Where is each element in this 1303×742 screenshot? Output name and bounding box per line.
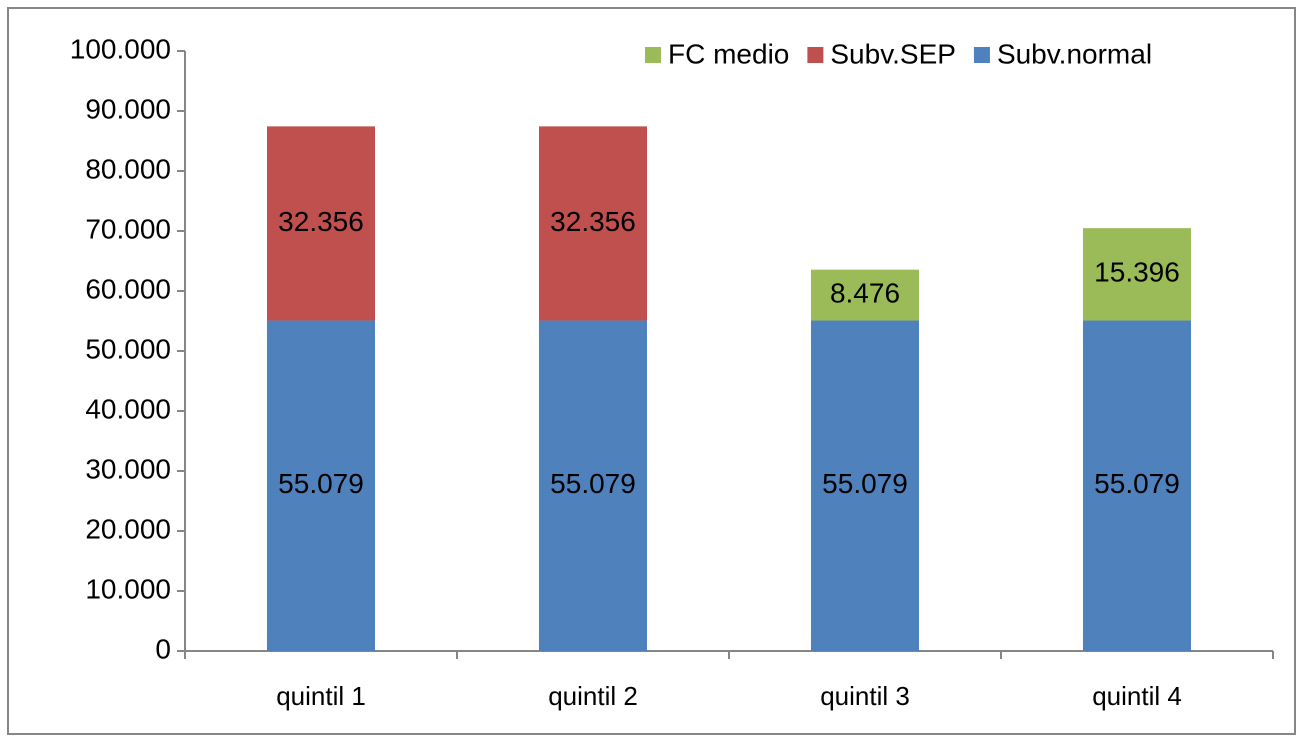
x-tick-label: quintil 4 (1092, 681, 1182, 711)
chart-border (7, 7, 1296, 735)
data-label: 55.079 (1094, 468, 1180, 499)
y-tick-label: 50.000 (85, 333, 171, 364)
y-tick-label: 10.000 (85, 573, 171, 604)
bar-segment (267, 320, 375, 651)
y-tick-label: 70.000 (85, 213, 171, 244)
legend-label: FC medio (668, 38, 789, 69)
y-tick-label: 60.000 (85, 273, 171, 304)
legend-label: Subv.SEP (830, 38, 956, 69)
y-tick-label: 30.000 (85, 453, 171, 484)
data-label: 55.079 (822, 468, 908, 499)
x-tick-label: quintil 1 (276, 681, 366, 711)
bar-segment (811, 269, 919, 321)
legend-swatch (807, 47, 824, 63)
bar-segment (1083, 228, 1191, 321)
bar-segment (1083, 320, 1191, 651)
data-label: 55.079 (278, 468, 364, 499)
bar-segment (267, 126, 375, 321)
data-label: 32.356 (278, 206, 364, 237)
y-tick-label: 80.000 (85, 153, 171, 184)
y-tick-label: 20.000 (85, 513, 171, 544)
bar-segment (539, 126, 647, 321)
x-tick-label: quintil 2 (548, 681, 638, 711)
legend-swatch (973, 47, 990, 63)
data-label: 55.079 (550, 468, 636, 499)
legend-swatch (645, 47, 661, 63)
y-tick-label: 90.000 (85, 93, 171, 124)
data-label: 15.396 (1094, 257, 1180, 288)
bar-segment (539, 320, 647, 651)
y-tick-label: 40.000 (85, 393, 171, 424)
x-tick-label: quintil 3 (820, 681, 910, 711)
y-tick-label: 100.000 (70, 33, 171, 64)
data-label: 32.356 (550, 206, 636, 237)
bar-segment (811, 320, 919, 651)
legend-label: Subv.normal (997, 38, 1152, 69)
data-label: 8.476 (830, 277, 900, 308)
y-tick-label: 0 (155, 633, 171, 664)
